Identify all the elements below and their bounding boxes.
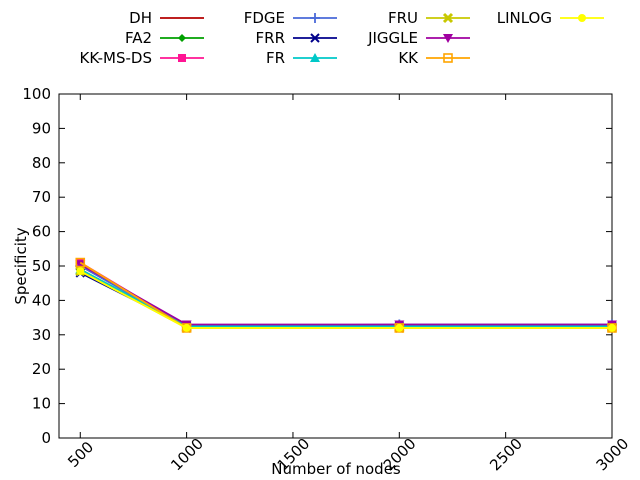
- legend-label: FR: [266, 49, 285, 67]
- series-line-frr: [79, 272, 612, 328]
- legend-swatch-marker: [443, 34, 453, 43]
- legend-swatch-marker: [310, 53, 320, 62]
- series-line-fru: [79, 270, 612, 329]
- legend-label: KK-MS-DS: [80, 49, 152, 67]
- y-tick-label: 30: [32, 326, 51, 344]
- legend-label: FRU: [388, 9, 418, 27]
- x-axis-title: Number of nodes: [271, 460, 401, 478]
- series-line-linlog: [79, 270, 612, 329]
- data-point-jiggle: [75, 260, 86, 270]
- legend-swatch-marker: [310, 33, 320, 43]
- y-tick-label: 70: [32, 188, 51, 206]
- legend-label: LINLOG: [497, 9, 552, 27]
- legend-item-dh: DH: [129, 9, 204, 27]
- legend-label: FDGE: [244, 9, 285, 27]
- y-tick-label: 50: [32, 257, 51, 275]
- series-frr: [75, 268, 617, 331]
- series-fru: [75, 266, 618, 333]
- y-tick-label: 20: [32, 360, 51, 378]
- series-line-kk: [79, 261, 612, 329]
- series-line-kk-ms-ds: [79, 261, 612, 328]
- y-tick-label: 80: [32, 154, 51, 172]
- series-jiggle: [75, 260, 617, 330]
- series-line-dh: [79, 263, 612, 328]
- series-kk-ms-ds: [76, 258, 616, 331]
- legend-item-kk: KK: [398, 49, 470, 67]
- legend-item-frr: FRR: [256, 29, 337, 47]
- series-kk: [75, 257, 617, 333]
- legend-swatch-marker: [178, 34, 186, 42]
- legend-label: FRR: [256, 29, 285, 47]
- y-axis: 0 10 20 30 40 50 60 70 80 90 100: [22, 85, 612, 447]
- legend-swatch-marker: [578, 14, 586, 22]
- series-fdge: [75, 261, 617, 332]
- series-layer: [75, 257, 618, 333]
- legend-swatch-marker: [443, 53, 453, 63]
- x-tick-label: 3000: [593, 435, 633, 475]
- y-tick-label: 0: [41, 429, 51, 447]
- x-tick-label: 1000: [167, 435, 207, 475]
- x-tick-label: 500: [64, 438, 97, 471]
- data-point-linlog: [182, 323, 191, 332]
- legend: DH FA2 KK-MS-DS FDGE FRR FR FRU JIGGLE KK LINLOG: [80, 9, 604, 67]
- series-linlog: [76, 267, 616, 332]
- x-axis: 500 1000 1500 2000 2500 3000: [64, 94, 632, 474]
- y-tick-label: 90: [32, 119, 51, 137]
- legend-swatch-marker: [442, 12, 454, 24]
- y-axis-title: Specificity: [12, 227, 30, 304]
- legend-swatch-marker: [310, 13, 320, 23]
- series-line-fa2: [79, 268, 612, 328]
- legend-item-jiggle: JIGGLE: [367, 29, 470, 47]
- legend-swatch-marker: [178, 54, 186, 62]
- series-line-jiggle: [79, 263, 612, 326]
- data-point-kk: [75, 257, 86, 268]
- series-dh: [79, 263, 612, 328]
- legend-item-linlog: LINLOG: [497, 9, 604, 27]
- y-tick-label: 60: [32, 223, 51, 241]
- series-line-fdge: [79, 265, 612, 328]
- data-point-linlog: [76, 267, 85, 276]
- legend-label: KK: [398, 49, 419, 67]
- series-fa2: [76, 265, 616, 331]
- plot-area: [58, 93, 613, 439]
- series-fr: [75, 264, 617, 331]
- legend-item-kk-ms-ds: KK-MS-DS: [80, 49, 204, 67]
- y-tick-label: 10: [32, 395, 51, 413]
- x-tick-label: 2500: [486, 435, 526, 475]
- legend-item-fa2: FA2: [125, 29, 204, 47]
- data-point-linlog: [395, 323, 404, 332]
- legend-label: JIGGLE: [367, 29, 418, 47]
- legend-label: FA2: [125, 29, 152, 47]
- y-tick-label: 100: [22, 85, 51, 103]
- legend-item-fdge: FDGE: [244, 9, 337, 27]
- data-point-linlog: [608, 323, 616, 332]
- legend-item-fru: FRU: [388, 9, 470, 27]
- plot-frame: [58, 93, 613, 439]
- y-tick-label: 40: [32, 291, 51, 309]
- series-line-fr: [79, 268, 612, 328]
- legend-label: DH: [129, 9, 152, 27]
- legend-item-fr: FR: [266, 49, 337, 67]
